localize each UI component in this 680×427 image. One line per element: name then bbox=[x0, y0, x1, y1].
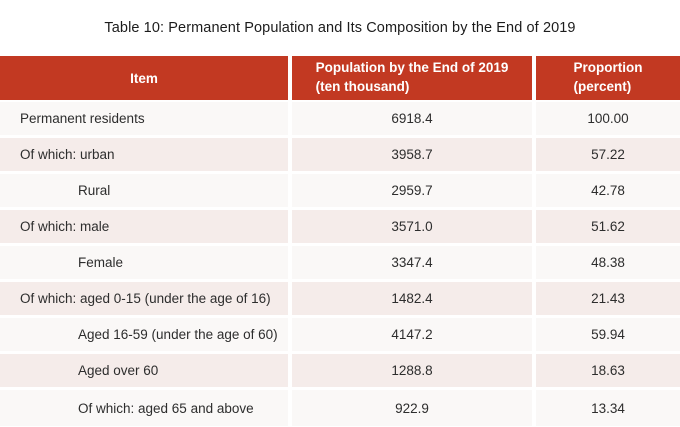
column-header-proportion-line1: Proportion bbox=[573, 60, 643, 76]
population-cell: 3958.7 bbox=[292, 138, 536, 174]
population-cell: 1482.4 bbox=[292, 282, 536, 318]
population-cell: 922.9 bbox=[292, 390, 536, 426]
proportion-cell: 42.78 bbox=[536, 174, 680, 210]
table-body: Permanent residents 6918.4 100.00 Of which:… bbox=[0, 102, 680, 426]
header-row: Item Population by the End of 2019 (ten … bbox=[0, 56, 680, 102]
population-cell: 4147.2 bbox=[292, 318, 536, 354]
proportion-cell: 57.22 bbox=[536, 138, 680, 174]
column-header-population: Population by the End of 2019 (ten thous… bbox=[292, 56, 536, 102]
table-row: Aged 16-59 (under the age of 60) 4147.2 59… bbox=[0, 318, 680, 354]
population-cell: 2959.7 bbox=[292, 174, 536, 210]
population-cell: 1288.8 bbox=[292, 354, 536, 390]
item-cell: Permanent residents bbox=[0, 102, 292, 138]
item-cell: Aged 16-59 (under the age of 60) bbox=[0, 318, 292, 354]
proportion-cell: 13.34 bbox=[536, 390, 680, 426]
column-header-item: Item bbox=[0, 56, 292, 102]
column-header-proportion-line2: (percent) bbox=[573, 79, 632, 94]
proportion-cell: 48.38 bbox=[536, 246, 680, 282]
item-cell: Aged over 60 bbox=[0, 354, 292, 390]
table-row: Permanent residents 6918.4 100.00 bbox=[0, 102, 680, 138]
item-cell: Of which: urban bbox=[0, 138, 292, 174]
table-row: Of which: aged 65 and above 922.9 13.34 bbox=[0, 390, 680, 426]
proportion-cell: 100.00 bbox=[536, 102, 680, 138]
proportion-cell: 18.63 bbox=[536, 354, 680, 390]
item-cell: Of which: aged 0-15 (under the age of 16… bbox=[0, 282, 292, 318]
population-cell: 3571.0 bbox=[292, 210, 536, 246]
item-cell: Of which: aged 65 and above bbox=[0, 390, 292, 426]
column-header-population-line2: (ten thousand) bbox=[315, 79, 410, 94]
item-cell: Rural bbox=[0, 174, 292, 210]
item-cell: Female bbox=[0, 246, 292, 282]
table-row: Of which: aged 0-15 (under the age of 16… bbox=[0, 282, 680, 318]
table-row: Female 3347.4 48.38 bbox=[0, 246, 680, 282]
column-header-proportion: Proportion (percent) bbox=[536, 56, 680, 102]
proportion-cell: 51.62 bbox=[536, 210, 680, 246]
table-title: Table 10: Permanent Population and Its C… bbox=[104, 20, 576, 36]
table-row: Rural 2959.7 42.78 bbox=[0, 174, 680, 210]
column-header-population-line1: Population by the End of 2019 bbox=[315, 60, 509, 76]
proportion-cell: 21.43 bbox=[536, 282, 680, 318]
proportion-cell: 59.94 bbox=[536, 318, 680, 354]
table-row: Aged over 60 1288.8 18.63 bbox=[0, 354, 680, 390]
population-table: Item Population by the End of 2019 (ten … bbox=[0, 56, 680, 426]
table-row: Of which: male 3571.0 51.62 bbox=[0, 210, 680, 246]
population-cell: 3347.4 bbox=[292, 246, 536, 282]
table-row: Of which: urban 3958.7 57.22 bbox=[0, 138, 680, 174]
item-cell: Of which: male bbox=[0, 210, 292, 246]
population-cell: 6918.4 bbox=[292, 102, 536, 138]
